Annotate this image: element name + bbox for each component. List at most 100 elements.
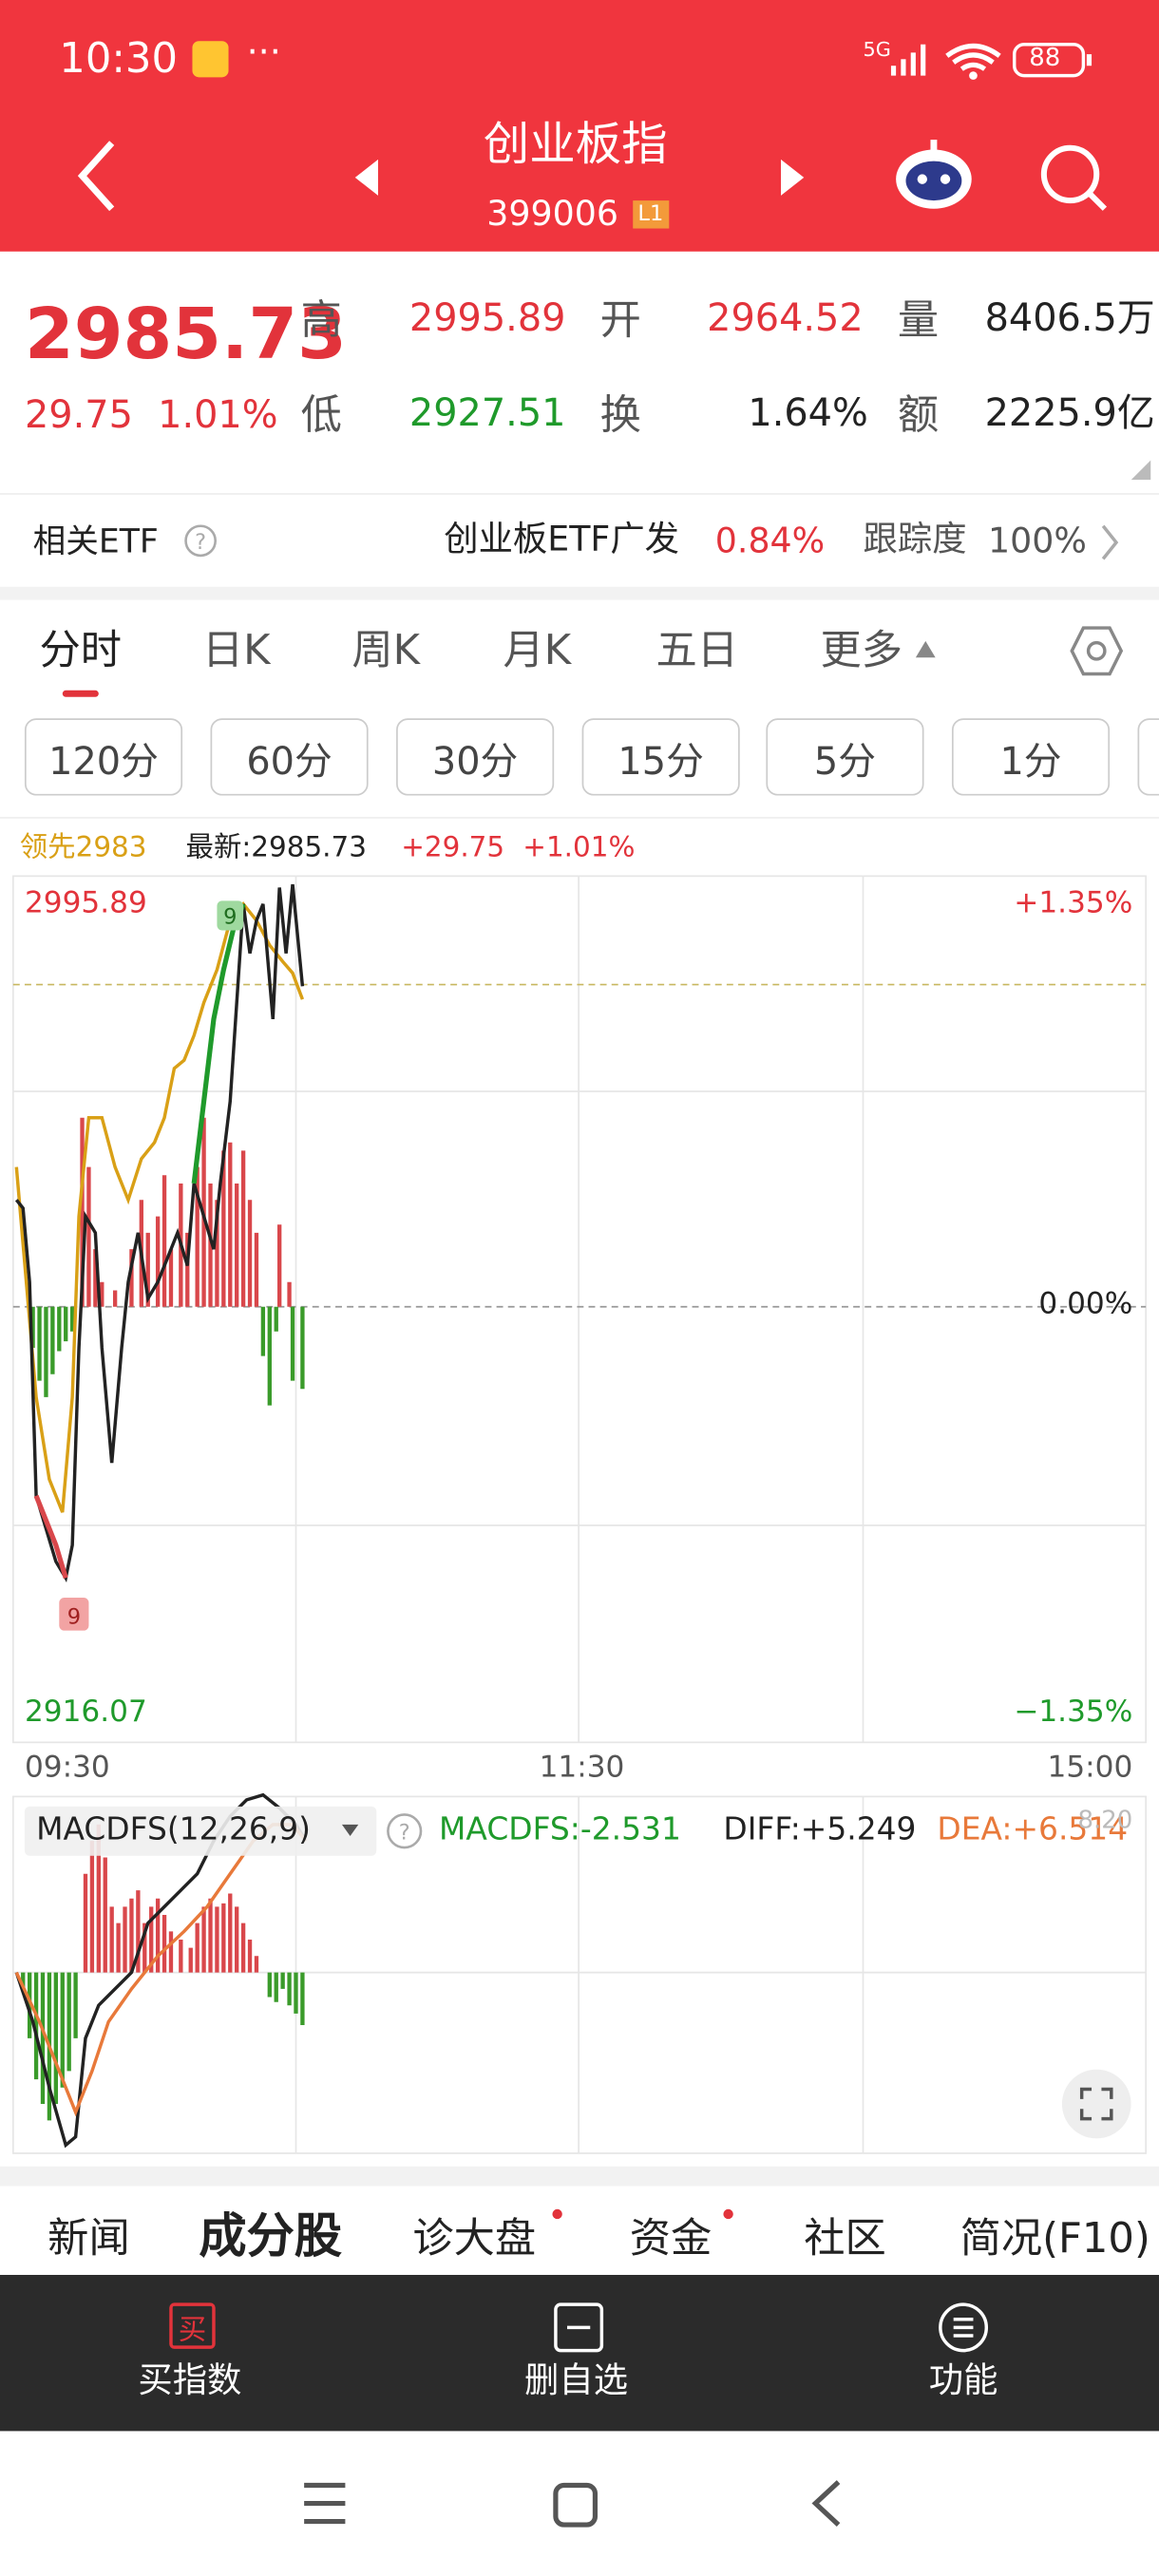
price: 2985.73 xyxy=(24,294,347,377)
tab[interactable]: 周K xyxy=(352,626,420,674)
svg-text:9: 9 xyxy=(223,905,237,930)
index-title: 创业板指 xyxy=(483,116,668,171)
field-value: 1.64% xyxy=(748,392,868,436)
change: 29.75 xyxy=(24,394,133,438)
field-value: 2964.52 xyxy=(707,297,864,341)
macd-selector[interactable] xyxy=(24,1806,377,1856)
help-icon[interactable]: ? xyxy=(182,522,218,559)
header-bg xyxy=(0,0,1159,252)
field-label: 换 xyxy=(599,390,641,440)
divider xyxy=(0,817,1159,819)
band xyxy=(0,2166,1159,2187)
chart-change: +29.75 xyxy=(401,831,505,865)
remove-button[interactable]: 删自选 xyxy=(524,2359,629,2400)
field-value: 2225.9亿 xyxy=(984,392,1155,436)
macd-max: 8.20 xyxy=(1077,1805,1133,1835)
dot xyxy=(552,2208,562,2220)
tab[interactable]: 五日 xyxy=(656,626,739,674)
up-arrow xyxy=(915,640,936,658)
robot-icon[interactable] xyxy=(893,137,976,216)
tracking-label: 跟踪度 xyxy=(863,519,967,559)
axis-high: 2995.89 xyxy=(24,885,147,921)
field-value: 8406.5万 xyxy=(984,297,1155,341)
back-button[interactable] xyxy=(66,135,131,218)
bottom-tab[interactable]: 诊大盘 xyxy=(412,2213,537,2263)
time-label: 11:30 xyxy=(539,1750,625,1786)
percent: 1.01% xyxy=(158,394,278,438)
field-label: 高 xyxy=(300,295,342,344)
battery: 88 xyxy=(1029,42,1061,73)
macd-name: MACDFS(12,26,9) xyxy=(36,1811,312,1848)
nav-bar xyxy=(304,2480,841,2528)
search-icon[interactable] xyxy=(1036,140,1112,216)
lead: 领先2983 xyxy=(19,831,147,865)
latest: 最新:2985.73 xyxy=(185,831,367,865)
chart-percent: +1.01% xyxy=(522,831,636,865)
etf-name: 创业板ETF广发 xyxy=(444,519,680,559)
etf-change: 0.84% xyxy=(714,521,826,561)
app-icon xyxy=(192,41,229,78)
axis-high-pct: +1.35% xyxy=(1014,885,1133,921)
function-button[interactable]: 功能 xyxy=(928,2359,998,2400)
interval-button[interactable]: 15分 xyxy=(581,718,740,796)
field-label: 低 xyxy=(300,390,342,440)
action-bar xyxy=(0,2275,1159,2432)
fullscreen-button[interactable] xyxy=(1060,2068,1132,2140)
tab[interactable]: 日K xyxy=(201,626,271,674)
tab[interactable]: 分时 xyxy=(39,626,123,674)
bottom-tab[interactable]: 新闻 xyxy=(48,2213,130,2263)
diff: DIFF:+5.249 xyxy=(723,1811,917,1848)
dropdown xyxy=(341,1824,359,1836)
tab[interactable]: 更多 xyxy=(820,626,903,674)
level-badge: L1 xyxy=(633,200,669,229)
macdfs: MACDFS:-2.531 xyxy=(439,1811,681,1848)
axis-low-pct: −1.35% xyxy=(1014,1695,1133,1730)
band xyxy=(0,586,1159,600)
time-label: 09:30 xyxy=(24,1750,110,1786)
field-label: 额 xyxy=(897,390,940,440)
help-icon[interactable]: ? xyxy=(385,1811,425,1851)
index-code: 399006 xyxy=(486,194,618,234)
buy-icon: 买 xyxy=(169,2302,216,2349)
interval-button[interactable]: 5分 xyxy=(766,718,924,796)
bottom-tab[interactable]: 简况(F10) xyxy=(960,2213,1150,2263)
charts: 99 xyxy=(11,875,1148,2154)
interval-button[interactable] xyxy=(1137,718,1159,796)
bottom-tab[interactable]: 成分股 xyxy=(199,2207,342,2263)
time: 10:30 xyxy=(59,34,178,83)
network: 5G xyxy=(863,37,891,62)
bottom-tab[interactable]: 资金 xyxy=(629,2213,712,2263)
chevron[interactable] xyxy=(1096,522,1123,562)
interval-button[interactable]: 30分 xyxy=(396,718,555,796)
bottom-tab[interactable]: 社区 xyxy=(804,2213,886,2263)
axis-mid-pct: 0.00% xyxy=(1038,1286,1133,1322)
svg-text:9: 9 xyxy=(67,1605,81,1630)
remove-icon xyxy=(554,2302,604,2353)
tracking: 100% xyxy=(988,521,1087,561)
status-icons xyxy=(890,42,1092,80)
field-label: 开 xyxy=(599,295,641,344)
settings-icon[interactable] xyxy=(1069,623,1125,679)
corner xyxy=(1130,460,1151,481)
dot xyxy=(723,2208,733,2220)
interval-button[interactable]: 120分 xyxy=(24,718,183,796)
tab-indicator xyxy=(62,690,99,697)
field-value: 2995.89 xyxy=(408,297,566,341)
dea: DEA:+6.514 xyxy=(937,1811,1129,1848)
divider xyxy=(0,493,1159,495)
buy-button[interactable]: 买指数 xyxy=(138,2359,242,2400)
svg-text:?: ? xyxy=(399,1820,410,1845)
time-label: 15:00 xyxy=(1047,1750,1133,1786)
interval-button[interactable]: 60分 xyxy=(210,718,369,796)
field-label: 量 xyxy=(897,295,940,344)
tab[interactable]: 月K xyxy=(503,626,572,674)
axis-low: 2916.07 xyxy=(24,1695,147,1730)
svg-text:?: ? xyxy=(195,530,206,555)
function-icon xyxy=(939,2302,989,2353)
more-status: ··· xyxy=(246,32,281,74)
etf-label: 相关ETF xyxy=(32,521,159,561)
interval-button[interactable]: 1分 xyxy=(951,718,1111,796)
field-value: 2927.51 xyxy=(408,392,566,436)
